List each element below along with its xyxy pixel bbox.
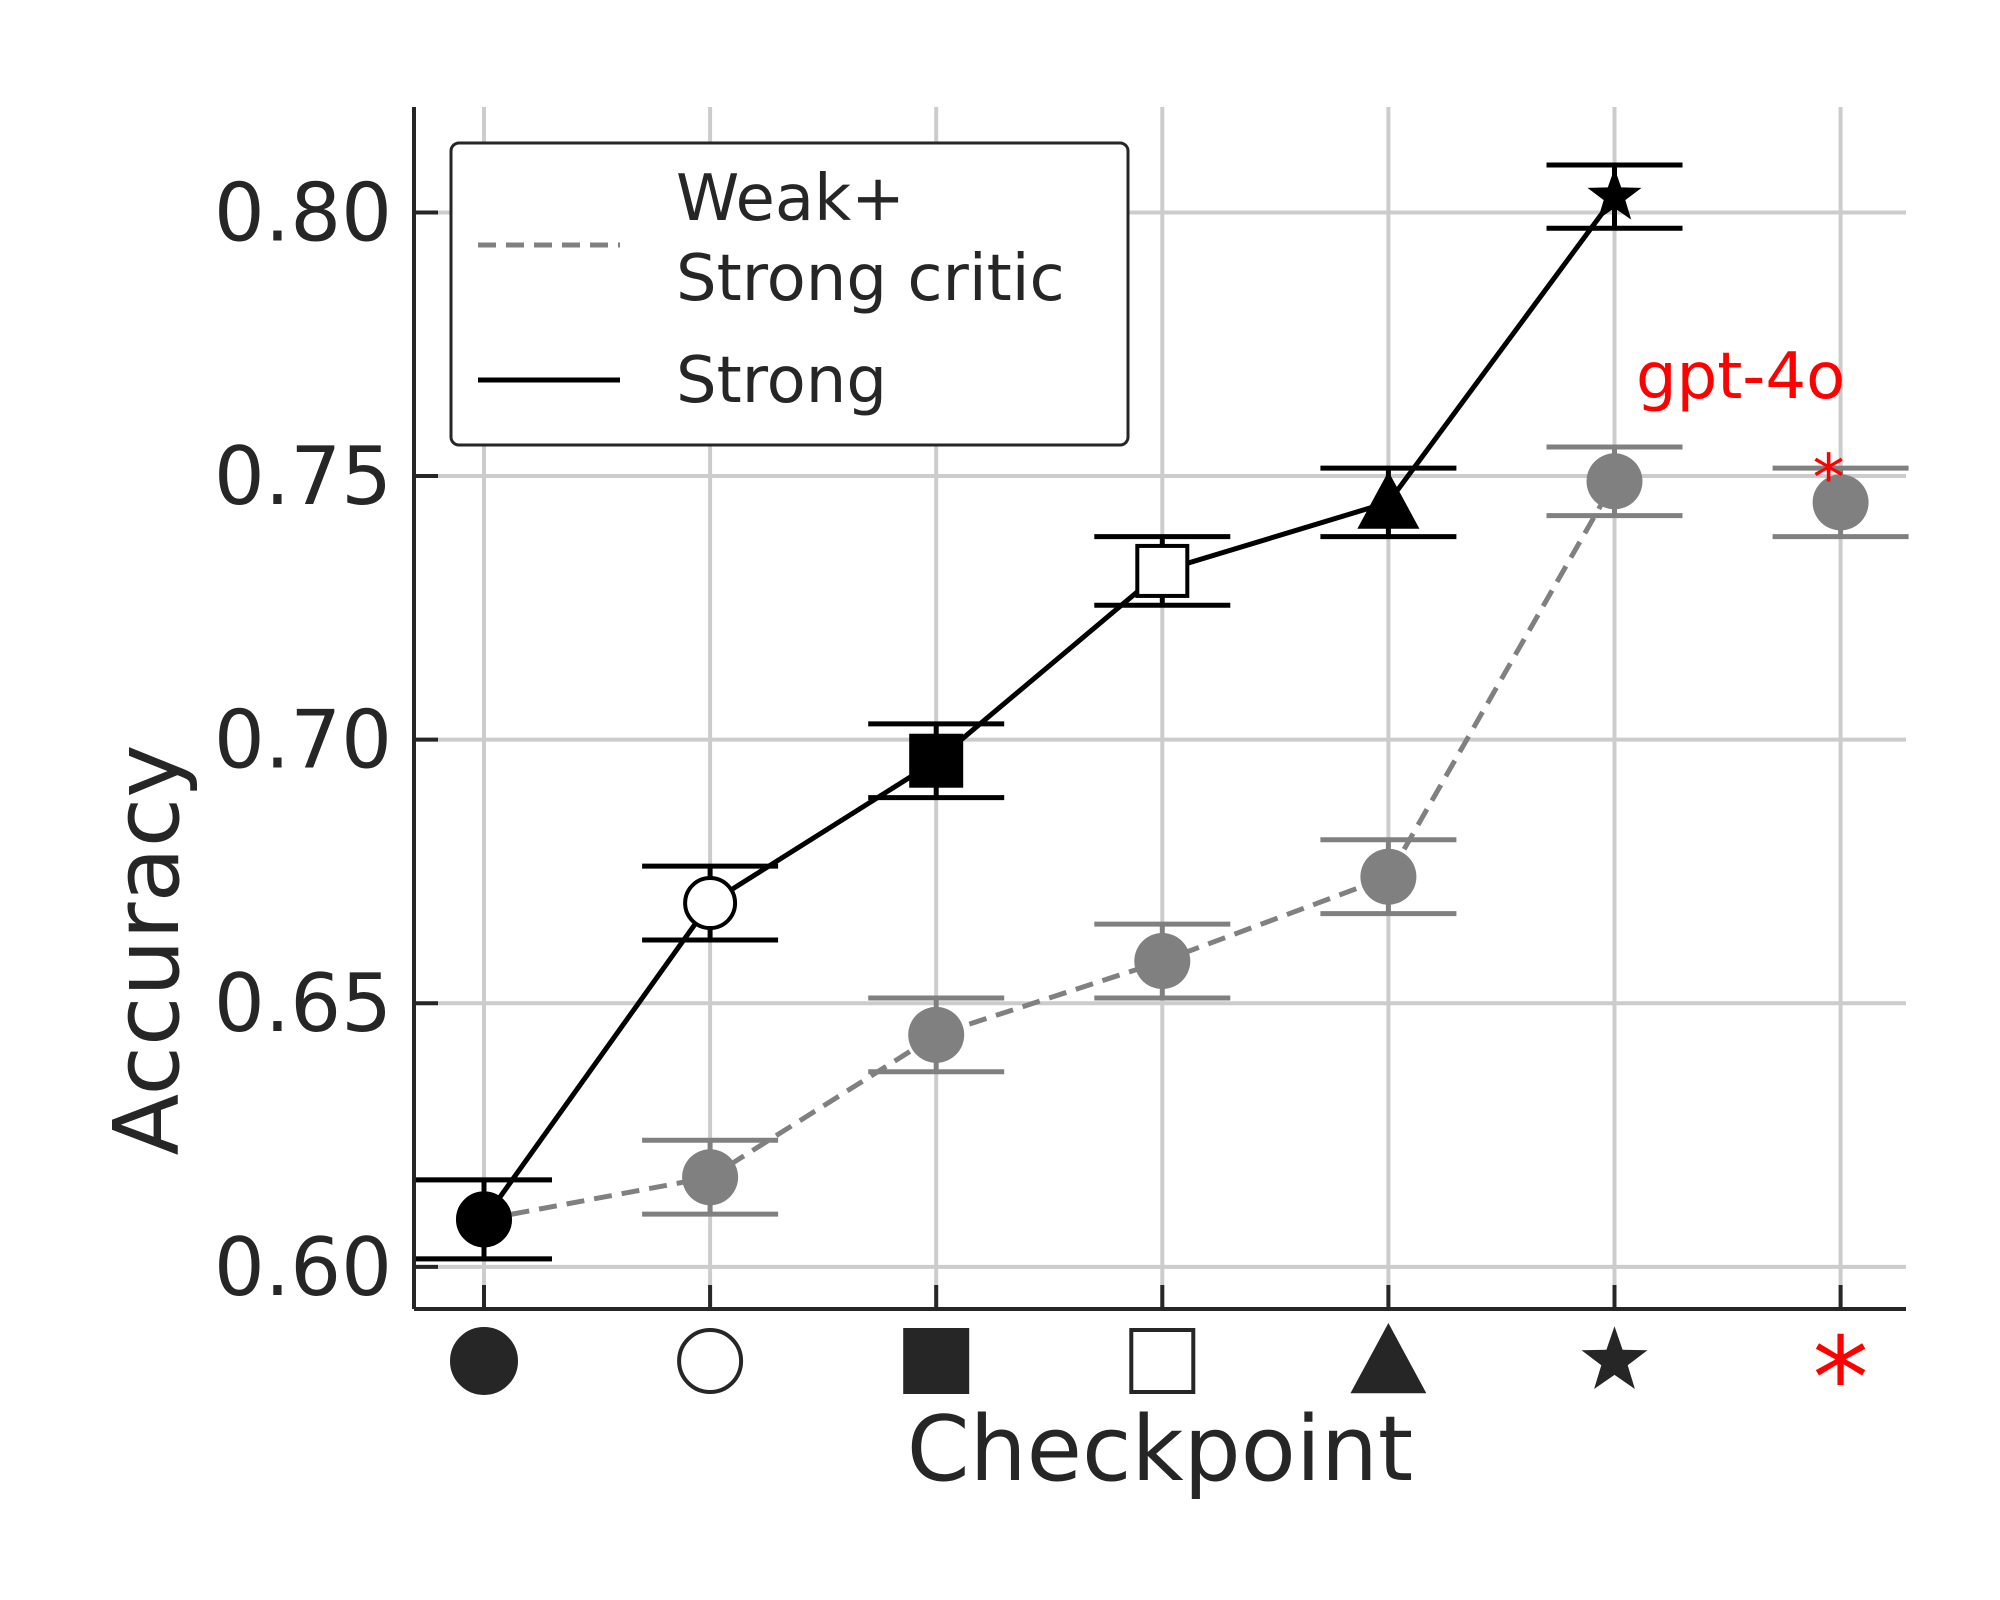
series-layer xyxy=(416,162,1909,1262)
data-point-strong xyxy=(1587,168,1642,220)
data-point-strong xyxy=(909,733,964,788)
data-point-weak-strong-critic xyxy=(908,1006,965,1063)
data-point-weak-strong-critic xyxy=(1134,933,1191,990)
legend: Weak+Strong critic Strong xyxy=(449,141,1130,447)
x-category-circle-filled xyxy=(450,1327,518,1395)
legend-label-strong-critic: Strong critic xyxy=(676,242,1065,316)
x-category-asterisk-red: * xyxy=(1813,1314,1869,1444)
gpt-4o-asterisk: * xyxy=(1813,442,1845,516)
x-axis-title: Checkpoint xyxy=(907,1397,1413,1502)
axes: 0.60 0.65 0.70 0.75 0.80 xyxy=(214,107,1906,1314)
data-point-strong xyxy=(1135,543,1190,598)
x-category-triangle-filled xyxy=(1350,1323,1427,1394)
y-tick-label: 0.70 xyxy=(214,694,392,787)
data-point-strong xyxy=(683,876,738,931)
legend-box xyxy=(449,141,1130,447)
series-strong xyxy=(416,162,1683,1262)
gpt-4o-label: gpt-4o xyxy=(1636,340,1845,414)
series-line-weak-strong-critic xyxy=(483,480,1617,1222)
x-category-square-filled xyxy=(903,1328,970,1394)
x-category-square-open xyxy=(1129,1328,1196,1394)
series-line-strong xyxy=(481,195,1617,1221)
data-point-weak-strong-critic xyxy=(1812,474,1869,531)
legend-label-strong: Strong xyxy=(676,344,887,418)
y-axis-title: Accuracy xyxy=(95,745,200,1156)
data-point-weak-strong-critic xyxy=(1586,453,1643,510)
x-category-markers: * xyxy=(450,1314,1869,1444)
legend-label-weak: Weak+ xyxy=(676,162,905,236)
y-tick-label: 0.75 xyxy=(214,430,392,523)
annotations: gpt-4o * xyxy=(1636,340,1845,516)
y-tick-label: 0.80 xyxy=(214,166,392,259)
y-tick-label: 0.65 xyxy=(214,957,392,1050)
x-category-star-filled xyxy=(1581,1326,1648,1389)
data-point-strong xyxy=(456,1191,512,1248)
x-category-circle-open xyxy=(677,1328,744,1394)
data-point-weak-strong-critic xyxy=(1360,848,1417,905)
data-point-weak-strong-critic xyxy=(682,1149,739,1206)
y-tick-label: 0.60 xyxy=(214,1221,392,1314)
data-point-strong xyxy=(1357,471,1420,529)
